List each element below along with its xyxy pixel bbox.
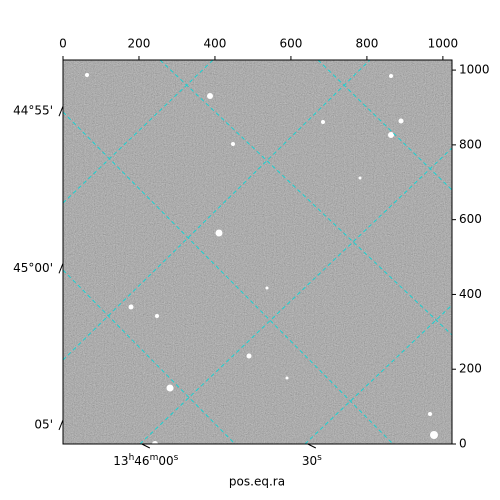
sky-image <box>63 60 452 444</box>
x-tick-label: 800 <box>355 37 378 51</box>
y-tick-label: 200 <box>459 362 482 376</box>
x-tick-label: 0 <box>59 37 67 51</box>
stars <box>85 73 438 444</box>
dec-tick <box>58 106 64 117</box>
y-tick-label: 0 <box>459 437 467 451</box>
axes-frame <box>62 59 453 445</box>
dec-tick-label: 45°00' <box>13 261 53 275</box>
ra-tick-label: 30s <box>302 453 322 468</box>
ra-tick <box>141 443 151 449</box>
x-tick-label: 600 <box>279 37 302 51</box>
x-axis-label: pos.eq.ra <box>229 475 285 489</box>
dec-tick-label: 05' <box>34 417 53 431</box>
x-tick-label: 400 <box>204 37 227 51</box>
dec-tick-label: 44°55' <box>13 104 53 118</box>
y-tick-label: 400 <box>459 287 482 301</box>
coordinate-grid <box>63 60 452 444</box>
ra-tick <box>307 443 317 449</box>
dec-tick <box>58 263 64 274</box>
x-tick-label: 200 <box>128 37 151 51</box>
x-tick-label: 1000 <box>428 37 459 51</box>
y-tick-label: 600 <box>459 212 482 226</box>
ra-tick-label: 13h46m00s <box>113 453 178 468</box>
y-tick-label: 1000 <box>459 63 490 77</box>
y-tick-label: 800 <box>459 137 482 151</box>
dec-tick <box>58 419 64 431</box>
